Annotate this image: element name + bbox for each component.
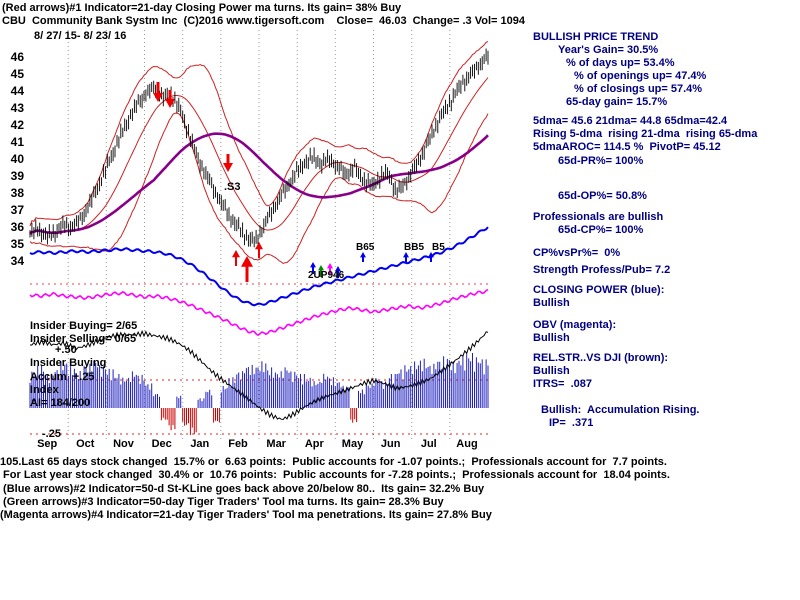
right-panel-line: Year's Gain= 30.5% (558, 44, 659, 56)
accum-index-bars-negative (160, 408, 358, 435)
up-arrow-icon (403, 252, 409, 258)
y-axis-label: 40 (11, 152, 25, 166)
chart-annotation: BB5 (404, 242, 424, 253)
chart-left-label: Insider Buying (30, 357, 107, 369)
ma21-line (29, 77, 489, 235)
right-panel-line: Bullish: Accumulation Rising. (541, 404, 700, 416)
x-axis-month-label: Feb (228, 438, 248, 450)
right-panel-line: Bullish (533, 365, 570, 377)
bottom-note-line: 105.Last 65 days stock changed 15.7% or … (0, 456, 667, 468)
date-range-label: 8/ 27/ 15- 8/ 23/ 16 (34, 30, 127, 42)
y-axis-label: 46 (11, 50, 25, 64)
right-panel-line: % of days up= 53.4% (566, 57, 675, 69)
right-panel-line: 65-day gain= 15.7% (566, 96, 668, 108)
right-panel-line: CP%vsPr%= 0% (533, 247, 621, 259)
right-panel-line: IP= .371 (549, 417, 594, 429)
x-axis-month-label: Oct (76, 438, 95, 450)
bottom-note-line: (Blue arrows)#2 Indicator=50-d St-KLine … (0, 483, 485, 495)
right-panel-line: REL.STR..VS DJI (brown): (533, 352, 669, 364)
ma65-line (29, 132, 489, 235)
up-arrow-icon (360, 252, 366, 258)
chart-left-label: Insider Buying= 2/65 (30, 320, 138, 332)
x-axis-month-label: Jul (421, 438, 437, 450)
up-arrow-icon (327, 263, 333, 269)
right-panel-line: OBV (magenta): (533, 319, 617, 331)
down-arrow-icon (153, 93, 163, 102)
right-panel-line: Strength Profess/Pub= 7.2 (533, 264, 671, 276)
price-bars (29, 48, 489, 248)
x-axis-month-label: Apr (305, 438, 325, 450)
y-axis-label: 36 (11, 220, 25, 234)
up-arrow-icon (318, 265, 324, 271)
chart-annotation: B65 (356, 242, 375, 253)
chart-left-label: Accum +.25 (30, 371, 95, 383)
accum-index-bars-positive (29, 353, 489, 408)
page-title: CBU Community Bank Systm Inc (C)2016 www… (2, 15, 525, 27)
chart-left-label: -.25 (42, 428, 61, 440)
y-axis-label: 42 (11, 118, 25, 132)
y-axis-label: 34 (11, 254, 25, 268)
y-axis-label: 44 (11, 84, 25, 98)
right-panel-line: 5dma= 45.6 21dma= 44.8 65dma=42.4 (533, 115, 728, 127)
right-panel-line: 5dmaAROC= 114.5 % PivotP= 45.12 (533, 141, 721, 153)
lower-band-line (29, 112, 489, 264)
y-axis-label: 35 (11, 237, 25, 251)
x-axis-month-label: Mar (266, 438, 286, 450)
up-arrow-icon (310, 262, 316, 268)
up-arrow-icon (241, 256, 253, 267)
x-axis-month-label: Sep (37, 438, 57, 450)
right-panel-line: % of openings up= 47.4% (574, 70, 707, 82)
up-arrow-icon (255, 242, 263, 250)
upper-band-line (29, 40, 489, 227)
y-axis-label: 45 (11, 67, 25, 81)
y-axis-label: 38 (11, 186, 25, 200)
bottom-note-line: For Last year stock changed 30.4% or 10.… (0, 469, 670, 481)
down-arrow-icon (165, 99, 175, 108)
right-panel-line: Rising 5-dma rising 21-dma rising 65-dma (533, 128, 758, 140)
chart-annotation: B5 (432, 242, 445, 253)
x-axis-month-label: Aug (456, 438, 477, 450)
right-panel-line: % of closings up= 57.4% (574, 83, 703, 95)
right-panel-line: 65d-CP%= 100% (558, 224, 644, 236)
right-panel-line: CLOSING POWER (blue): (533, 284, 665, 296)
right-panel-line: Bullish (533, 297, 570, 309)
bottom-note-line: (Magenta arrows)#4 Indicator=21-day Tige… (0, 509, 492, 521)
y-axis-label: 37 (11, 203, 25, 217)
chart-left-label: +.50 (55, 344, 77, 356)
obv-line (29, 288, 489, 337)
closing-power-line (29, 226, 489, 307)
indicator-header-line: (Red arrows)#1 Indicator=21-day Closing … (2, 2, 402, 14)
x-axis-month-label: Nov (113, 438, 135, 450)
down-arrow-icon (223, 163, 233, 172)
chart-left-label: Index (30, 384, 59, 396)
up-arrow-icon (335, 266, 341, 272)
chart-left-label: Insider Selling= 0/65 (30, 333, 137, 345)
bottom-note-line: (Green arrows)#3 Indicator=50-day Tiger … (0, 496, 444, 508)
x-axis-month-label: Dec (152, 438, 172, 450)
right-panel-line: 65d-PR%= 100% (558, 155, 644, 167)
y-axis-label: 43 (11, 101, 25, 115)
y-axis-label: 39 (11, 169, 25, 183)
right-panel-line: ITRS= .087 (533, 378, 593, 390)
y-axis-label: 41 (11, 135, 25, 149)
chart-annotation: 2UP946 (308, 270, 345, 281)
x-axis-month-label: Jan (190, 438, 209, 450)
x-axis-month-label: May (342, 438, 364, 450)
up-arrow-icon (428, 252, 434, 258)
right-panel-line: Professionals are bullish (533, 211, 664, 223)
up-arrow-icon (232, 250, 240, 258)
chart-left-label: AI= 184/200 (30, 397, 91, 409)
rel-strength-line (30, 329, 489, 421)
right-panel-line: 65d-OP%= 50.8% (558, 190, 647, 202)
right-panel-line: Bullish (533, 332, 570, 344)
right-panel-line: BULLISH PRICE TREND (533, 31, 659, 43)
x-axis-month-label: Jun (381, 438, 401, 450)
chart-annotation: .S3 (224, 181, 241, 193)
